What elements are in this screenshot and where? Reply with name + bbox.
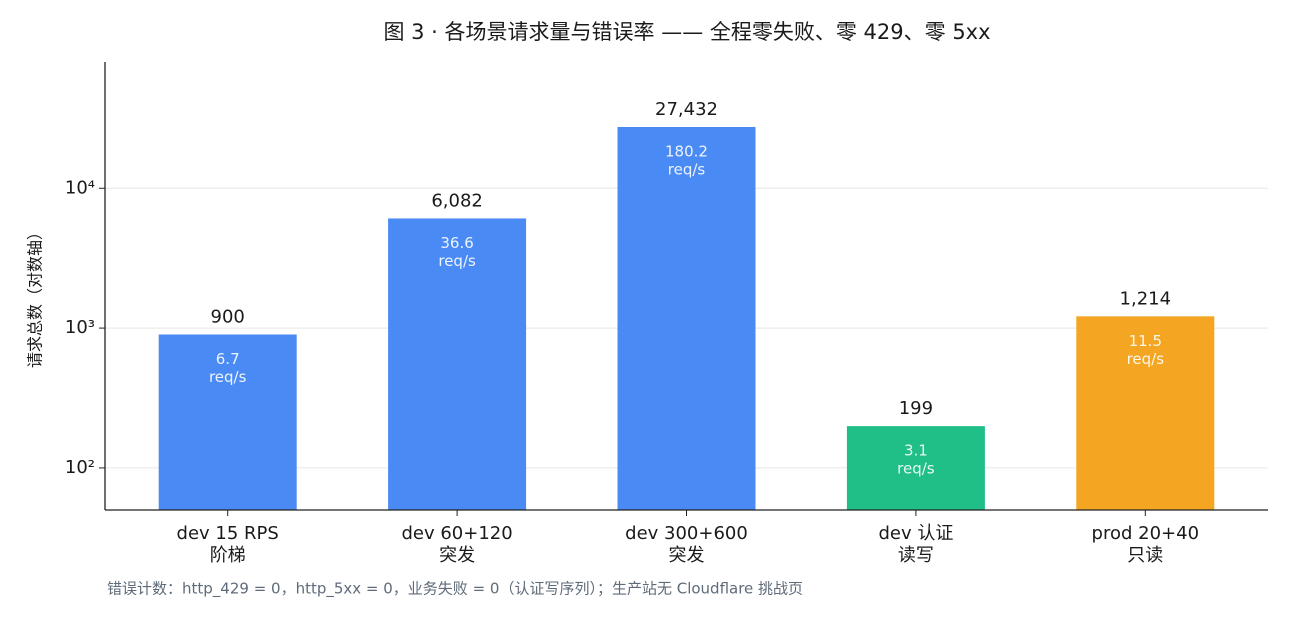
y-tick-label: 10⁴ bbox=[65, 177, 95, 198]
rate-unit: req/s bbox=[438, 252, 476, 270]
bar bbox=[388, 218, 527, 510]
y-tick-label: 10² bbox=[65, 457, 95, 478]
rate-unit: req/s bbox=[897, 460, 935, 478]
bar bbox=[1076, 316, 1215, 510]
value-label: 199 bbox=[899, 398, 933, 419]
rate-label: 3.1 bbox=[904, 442, 928, 460]
rate-label: 180.2 bbox=[665, 142, 708, 160]
x-tick-label: dev 60+120 bbox=[401, 523, 512, 544]
rate-unit: req/s bbox=[1127, 350, 1165, 368]
x-tick-label: dev 认证 bbox=[878, 523, 953, 544]
y-axis-label: 请求总数（对数轴） bbox=[26, 224, 45, 368]
x-tick-label: 读写 bbox=[898, 545, 934, 566]
value-label: 1,214 bbox=[1120, 288, 1172, 309]
x-tick-label: 突发 bbox=[669, 545, 705, 566]
bar bbox=[158, 334, 297, 510]
rate-label: 11.5 bbox=[1129, 332, 1162, 350]
x-tick-label: prod 20+40 bbox=[1092, 523, 1199, 544]
rate-label: 36.6 bbox=[440, 234, 473, 252]
rate-unit: req/s bbox=[668, 160, 706, 178]
rate-label: 6.7 bbox=[216, 350, 240, 368]
y-tick-label: 10³ bbox=[65, 317, 95, 338]
value-label: 6,082 bbox=[431, 190, 483, 211]
bar bbox=[617, 126, 756, 511]
bar bbox=[846, 426, 985, 510]
x-tick-label: 只读 bbox=[1127, 545, 1163, 566]
x-tick-label: dev 15 RPS bbox=[177, 523, 279, 544]
x-tick-label: 阶梯 bbox=[210, 545, 246, 566]
value-label: 27,432 bbox=[655, 99, 718, 120]
chart-title: 图 3 · 各场景请求量与错误率 —— 全程零失败、零 429、零 5xx bbox=[383, 20, 990, 44]
x-tick-label: dev 300+600 bbox=[625, 523, 748, 544]
rate-unit: req/s bbox=[209, 368, 247, 386]
value-label: 900 bbox=[211, 306, 245, 327]
footnote: 错误计数：http_429 = 0，http_5xx = 0，业务失败 = 0（… bbox=[107, 580, 803, 599]
x-tick-label: 突发 bbox=[439, 545, 475, 566]
